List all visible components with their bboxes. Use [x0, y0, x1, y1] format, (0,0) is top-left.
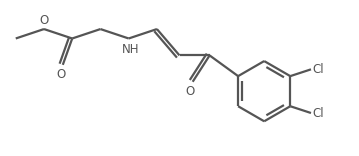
Text: Cl: Cl [313, 107, 325, 119]
Text: Cl: Cl [313, 63, 325, 76]
Text: O: O [185, 85, 194, 98]
Text: O: O [39, 14, 48, 27]
Text: O: O [56, 68, 66, 81]
Text: NH: NH [122, 43, 139, 56]
